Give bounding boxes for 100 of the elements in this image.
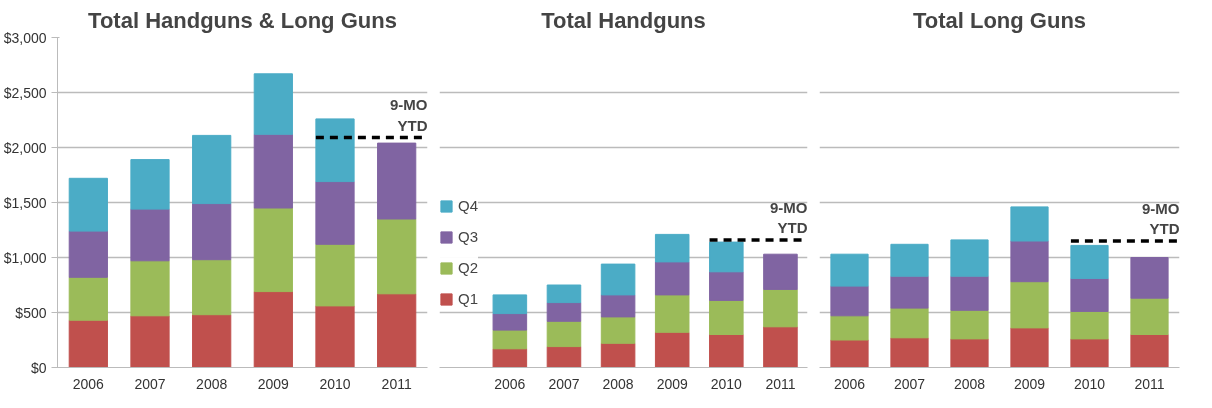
bar bbox=[830, 253, 869, 287]
bar bbox=[709, 334, 744, 368]
bar bbox=[830, 285, 869, 317]
bar bbox=[600, 342, 636, 368]
legend-label: Q4 bbox=[458, 197, 479, 214]
bar bbox=[377, 218, 417, 295]
bar bbox=[763, 326, 798, 368]
bar bbox=[130, 159, 170, 210]
bar bbox=[600, 294, 636, 318]
legend-label: Q2 bbox=[458, 259, 479, 276]
bar bbox=[68, 276, 108, 321]
bar bbox=[1070, 244, 1109, 279]
x-tick-label: 2007 bbox=[134, 375, 166, 392]
bar bbox=[654, 261, 690, 296]
bar bbox=[709, 271, 744, 301]
bar bbox=[130, 260, 170, 317]
bar bbox=[68, 230, 108, 278]
bar bbox=[1010, 281, 1049, 329]
bar bbox=[315, 305, 355, 368]
bar bbox=[492, 348, 528, 368]
bar bbox=[377, 293, 417, 368]
x-tick-label: 2011 bbox=[1134, 375, 1165, 392]
bar bbox=[709, 299, 744, 335]
x-tick-label: 2011 bbox=[381, 375, 412, 392]
y-tick-label: $500 bbox=[15, 304, 47, 321]
x-tick-label: 2008 bbox=[953, 375, 986, 392]
bar bbox=[950, 239, 989, 277]
x-tick-label: 2011 bbox=[765, 375, 796, 392]
bar bbox=[654, 294, 690, 333]
x-tick-label: 2010 bbox=[710, 375, 743, 392]
chart-title: Total Handguns & Long Guns bbox=[88, 7, 397, 33]
bar bbox=[654, 233, 690, 263]
bar bbox=[890, 337, 929, 368]
bar bbox=[654, 331, 690, 368]
x-tick-label: 2006 bbox=[833, 375, 866, 392]
y-tick-label: $2,500 bbox=[3, 84, 47, 101]
x-tick-label: 2009 bbox=[257, 375, 290, 392]
bar bbox=[830, 339, 869, 368]
y-tick-label: $3,000 bbox=[3, 29, 47, 46]
y-tick-label: $2,000 bbox=[3, 139, 47, 156]
chart-title: Total Long Guns bbox=[912, 7, 1087, 33]
bar bbox=[600, 263, 636, 296]
legend-label: Q1 bbox=[458, 290, 479, 307]
bar bbox=[1130, 334, 1169, 368]
x-tick-label: 2009 bbox=[656, 375, 688, 392]
x-tick-label: 2006 bbox=[494, 375, 526, 392]
bar bbox=[492, 313, 528, 331]
bar bbox=[950, 338, 989, 368]
x-tick-label: 2006 bbox=[72, 375, 105, 392]
bar bbox=[315, 118, 355, 183]
x-tick-label: 2010 bbox=[319, 375, 351, 392]
bar bbox=[890, 275, 929, 309]
bar bbox=[68, 319, 108, 368]
legend-label: Q3 bbox=[458, 228, 479, 245]
x-tick-label: 2010 bbox=[1073, 375, 1106, 392]
bar bbox=[253, 207, 293, 293]
bar bbox=[950, 275, 989, 311]
bar bbox=[192, 134, 232, 205]
bar bbox=[192, 259, 232, 316]
ref-line-label: 9-MO YTD bbox=[770, 198, 808, 236]
bar bbox=[130, 315, 170, 368]
bar bbox=[1070, 310, 1109, 340]
bar bbox=[1010, 327, 1049, 368]
x-tick-label: 2008 bbox=[196, 375, 228, 392]
bar bbox=[1070, 277, 1109, 312]
bar bbox=[600, 316, 636, 344]
y-tick-label: $1,000 bbox=[3, 249, 47, 266]
bar bbox=[1010, 206, 1049, 242]
bar bbox=[830, 315, 869, 341]
bar bbox=[192, 203, 232, 261]
bar bbox=[377, 142, 417, 220]
x-tick-label: 2008 bbox=[602, 375, 634, 392]
bar bbox=[315, 243, 355, 307]
bar bbox=[315, 181, 355, 245]
bar bbox=[130, 208, 170, 262]
bar bbox=[890, 307, 929, 339]
bar bbox=[1010, 240, 1049, 283]
bar bbox=[192, 314, 232, 368]
bar bbox=[546, 320, 582, 348]
bar bbox=[546, 302, 582, 322]
ref-line-label: 9-MO YTD bbox=[390, 96, 428, 134]
x-tick-label: 2007 bbox=[893, 375, 926, 392]
bar bbox=[1070, 338, 1109, 368]
bar bbox=[950, 309, 989, 340]
bar bbox=[763, 253, 798, 290]
bar bbox=[253, 291, 293, 368]
y-tick-label: $0 bbox=[30, 359, 47, 376]
bar bbox=[253, 73, 293, 135]
bar bbox=[253, 133, 293, 209]
chart-title: Total Handguns bbox=[541, 7, 706, 33]
bar bbox=[890, 243, 929, 277]
bar bbox=[1130, 257, 1169, 299]
bar bbox=[546, 346, 582, 368]
y-tick-label: $1,500 bbox=[3, 194, 47, 211]
ref-line-label: 9-MO YTD bbox=[1142, 199, 1180, 237]
bar bbox=[68, 177, 108, 232]
bar bbox=[546, 284, 582, 304]
bar bbox=[492, 294, 528, 315]
bar bbox=[492, 329, 528, 350]
bar bbox=[1130, 297, 1169, 335]
